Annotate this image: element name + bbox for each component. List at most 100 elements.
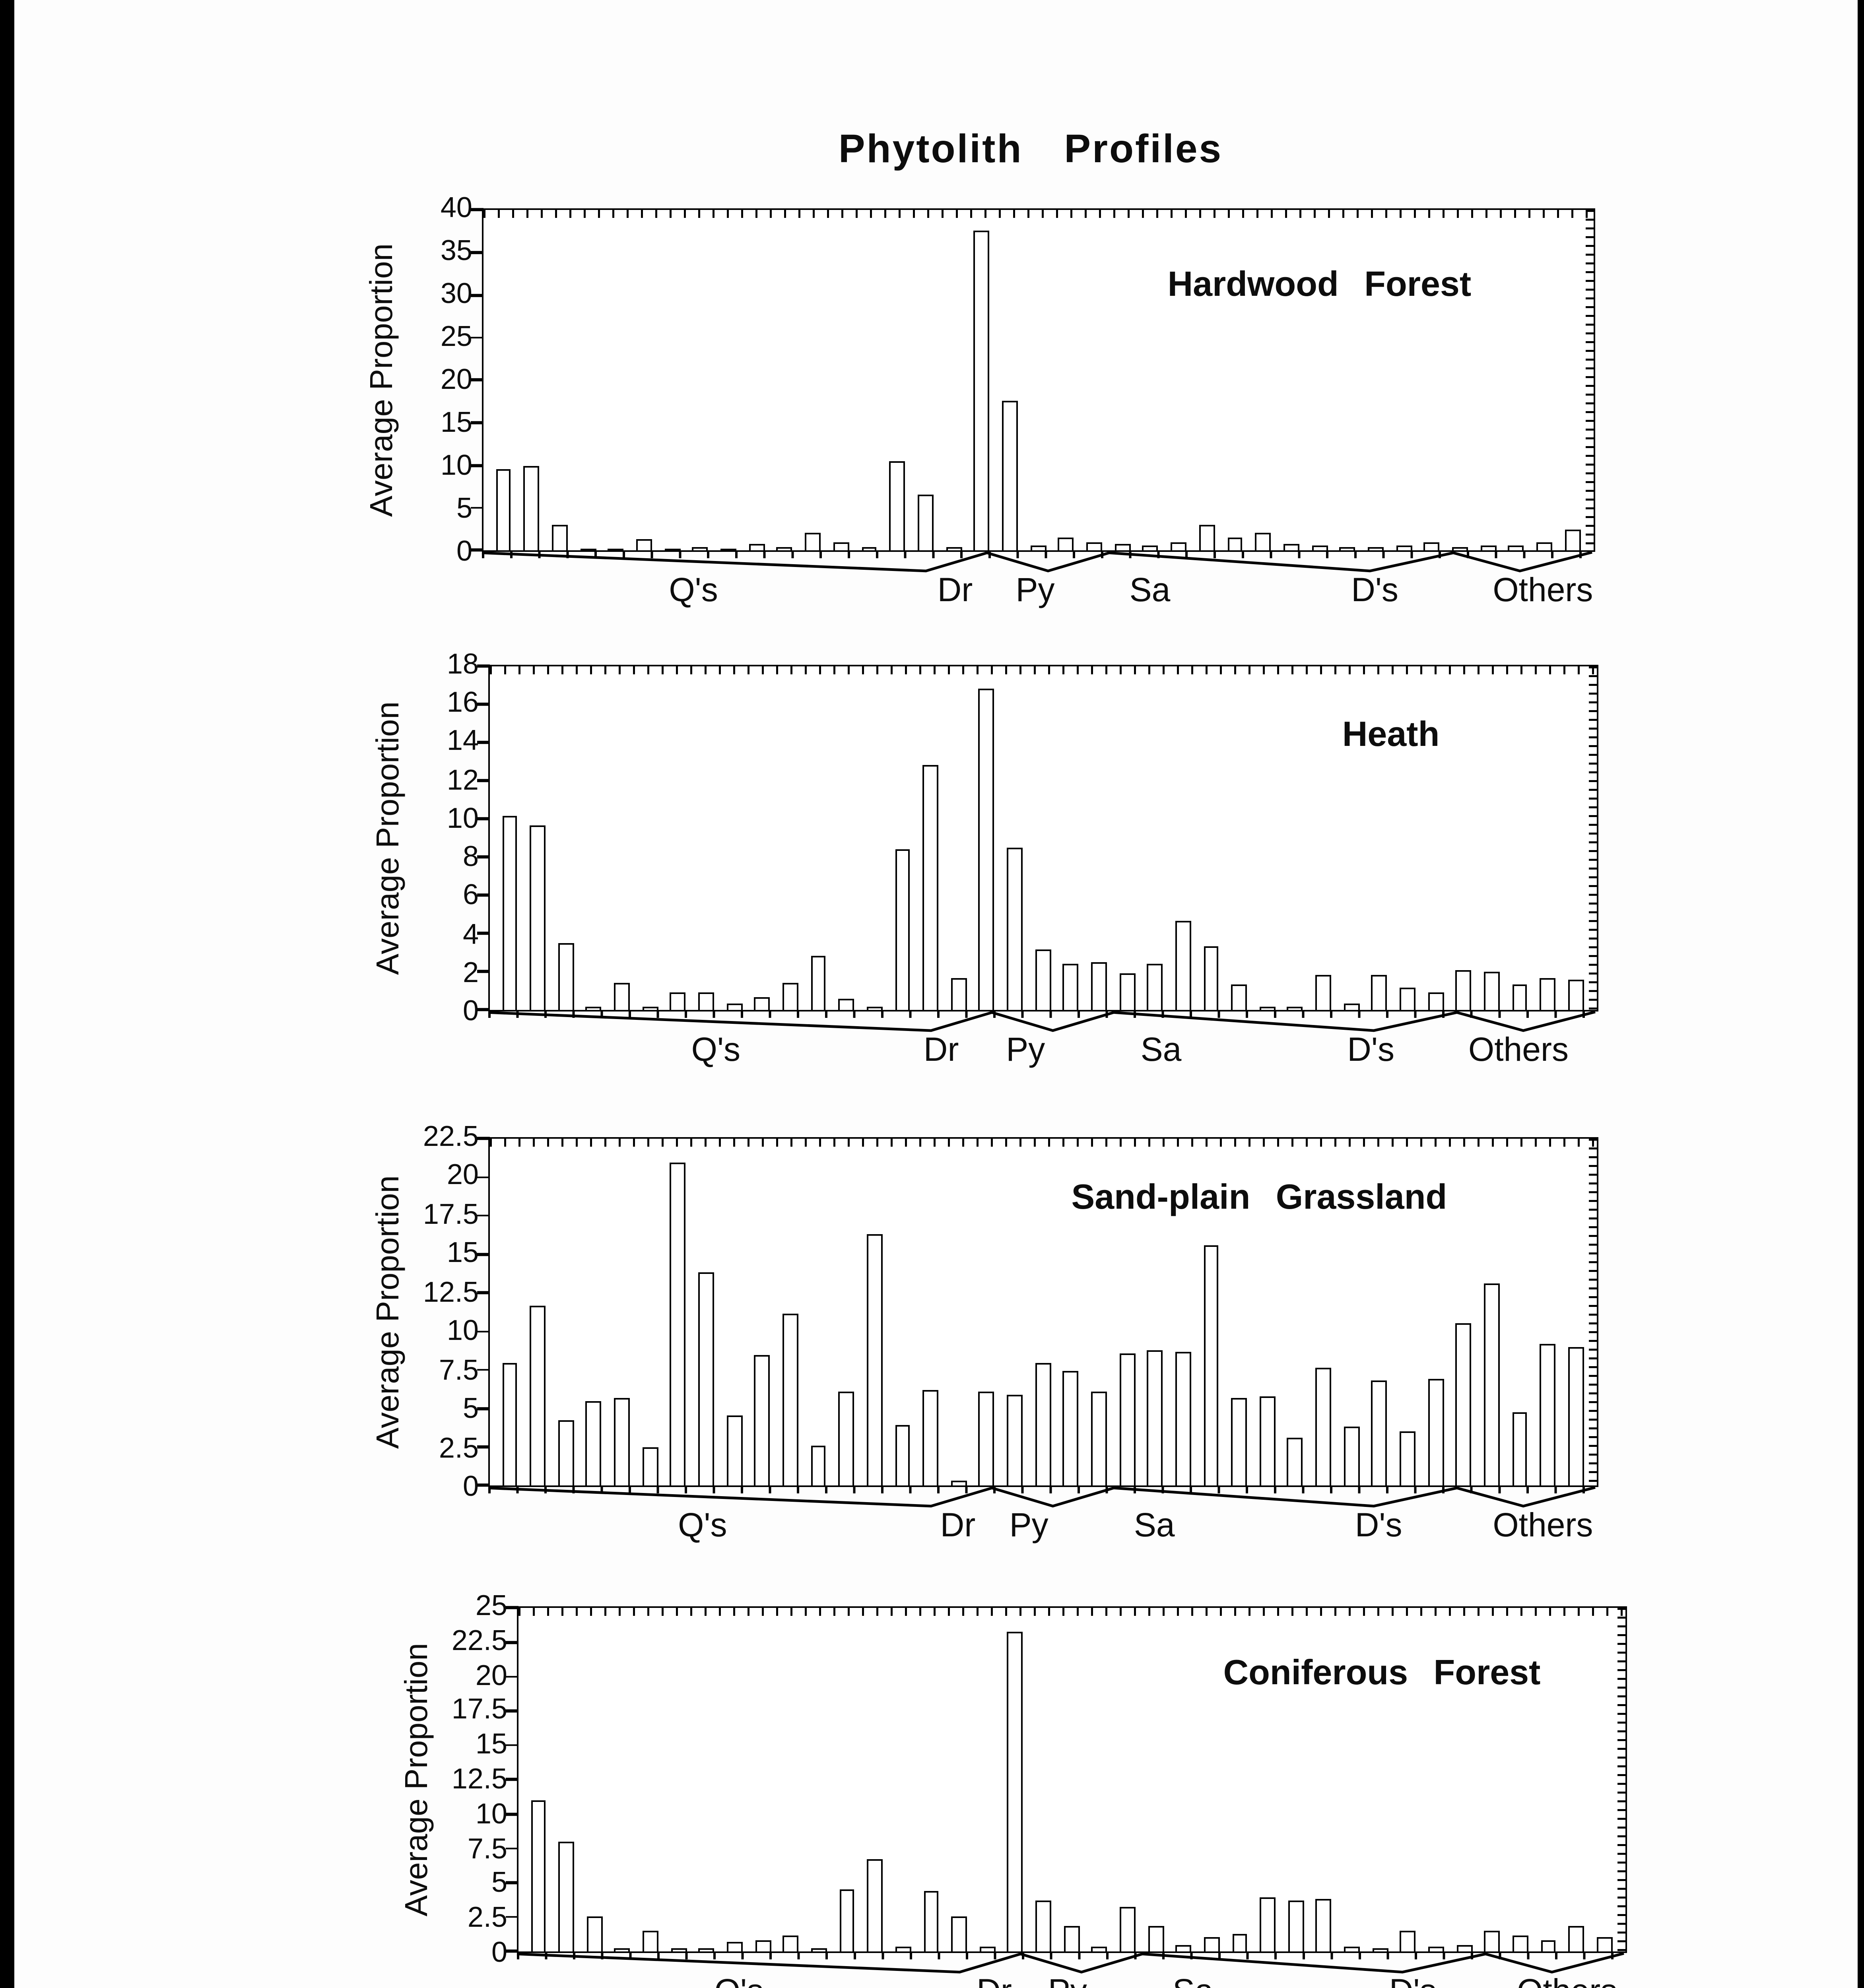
bar bbox=[1344, 1947, 1360, 1951]
bar bbox=[586, 1400, 602, 1485]
y-tick-label: 15 bbox=[440, 406, 472, 438]
y-tick-label: 20 bbox=[475, 1659, 507, 1691]
bar bbox=[974, 231, 990, 550]
y-tick-label: 12.5 bbox=[423, 1276, 479, 1308]
y-axis-ticks: 0 5 10 15 20 25 30 35 40 bbox=[409, 192, 482, 567]
bar bbox=[1030, 546, 1046, 550]
bar bbox=[614, 983, 630, 1010]
x-group-label: Dr bbox=[940, 1508, 976, 1544]
bar bbox=[1231, 985, 1247, 1010]
y-tick-label: 7.5 bbox=[439, 1353, 479, 1386]
bar bbox=[642, 1006, 658, 1010]
bar bbox=[867, 1859, 883, 1951]
bar bbox=[922, 1390, 939, 1485]
x-group-label: D's bbox=[1389, 1974, 1437, 1988]
bar bbox=[1035, 949, 1051, 1010]
y-tick-label: 20 bbox=[440, 363, 472, 395]
bar bbox=[754, 1354, 770, 1485]
y-tick-mark bbox=[477, 1445, 490, 1448]
y-tick-label: 2.5 bbox=[439, 1431, 479, 1464]
bar bbox=[1203, 1245, 1219, 1485]
bar bbox=[1568, 1347, 1584, 1485]
bar bbox=[979, 1391, 995, 1485]
y-axis-label-wrap: Average Proportion bbox=[358, 208, 409, 552]
y-tick-mark bbox=[506, 1675, 518, 1678]
bar bbox=[1119, 1353, 1135, 1485]
bar bbox=[1283, 544, 1299, 550]
bar bbox=[1540, 1343, 1556, 1485]
x-group-label: Q's bbox=[715, 1974, 763, 1988]
bar bbox=[580, 548, 596, 550]
y-tick-mark bbox=[506, 1710, 518, 1712]
y-tick-mark bbox=[477, 779, 490, 782]
bar bbox=[1368, 547, 1384, 550]
bar bbox=[1316, 1899, 1332, 1951]
bar bbox=[838, 1391, 854, 1485]
bar bbox=[1483, 972, 1500, 1010]
bar bbox=[1255, 533, 1271, 550]
x-group-label: Py bbox=[1006, 1032, 1045, 1069]
x-axis-zigzag bbox=[516, 1952, 1624, 1974]
y-tick-mark bbox=[477, 1214, 490, 1217]
bar bbox=[670, 1949, 687, 1951]
y-tick-mark bbox=[477, 970, 490, 973]
y-tick-mark bbox=[506, 1881, 518, 1884]
chart-hardwood-forest: Average Proportion 0 5 10 15 20 25 30 35 40 Hard… bbox=[358, 192, 1595, 609]
bar bbox=[810, 1445, 826, 1485]
y-axis-label-wrap: Average Proportion bbox=[364, 1137, 415, 1487]
bar bbox=[1204, 1938, 1220, 1951]
bar bbox=[1427, 992, 1444, 1010]
bar bbox=[866, 1006, 882, 1010]
y-tick-mark bbox=[506, 1606, 518, 1609]
y-tick-label: 17.5 bbox=[423, 1198, 479, 1230]
bar bbox=[1424, 542, 1440, 550]
bar bbox=[1452, 547, 1468, 550]
y-tick-label: 15 bbox=[447, 1237, 479, 1269]
bar bbox=[1540, 977, 1556, 1010]
y-tick-mark bbox=[477, 665, 490, 668]
y-tick-label: 6 bbox=[462, 879, 479, 911]
bar bbox=[1259, 1396, 1275, 1485]
bar bbox=[1340, 547, 1355, 550]
x-group-label: Dr bbox=[937, 573, 973, 609]
bar bbox=[1007, 1631, 1023, 1951]
y-tick-label: 35 bbox=[440, 235, 472, 266]
y-tick-mark bbox=[506, 1778, 518, 1781]
x-group-label: Dr bbox=[977, 1974, 1012, 1988]
bar bbox=[495, 469, 511, 550]
bar bbox=[608, 548, 624, 550]
chart-heath: Average Proportion 0 2 4 6 8 10 12 14 16 18 Heath… bbox=[364, 648, 1598, 1069]
plot-area: Heath Q's Dr Py Sa D's Others bbox=[477, 665, 1598, 1069]
y-tick-mark bbox=[477, 1253, 490, 1256]
bar bbox=[1540, 1940, 1556, 1951]
bar bbox=[698, 1273, 714, 1485]
x-group-labels: Q's Dr Py Sa D's Others bbox=[517, 1974, 1627, 1988]
bar bbox=[1091, 1391, 1107, 1485]
y-tick-mark bbox=[471, 549, 483, 552]
x-group-label: Others bbox=[1517, 1974, 1617, 1988]
scan-edge-left bbox=[0, 0, 14, 1988]
y-tick-label: 22.5 bbox=[423, 1120, 479, 1152]
bar bbox=[502, 815, 518, 1010]
plot-frame: Sand-plain Grassland bbox=[477, 1137, 1598, 1487]
bar bbox=[1119, 1907, 1136, 1951]
x-group-label: Sa bbox=[1129, 573, 1171, 609]
bar bbox=[670, 1162, 686, 1485]
y-tick-label: 25 bbox=[440, 320, 472, 352]
bar bbox=[1175, 920, 1191, 1010]
bar bbox=[586, 1917, 602, 1951]
y-axis-ticks: 0 2.5 5 7.5 10 12.5 15 17.5 20 22.5 bbox=[415, 1120, 488, 1502]
bar bbox=[692, 547, 709, 550]
bar bbox=[1091, 1947, 1107, 1951]
bar bbox=[1400, 1431, 1415, 1485]
y-tick-mark bbox=[477, 1176, 490, 1179]
x-group-label: Others bbox=[1493, 1508, 1593, 1544]
x-group-label: Sa bbox=[1140, 1032, 1182, 1069]
x-group-labels: Q's Dr Py Sa D's Others bbox=[488, 1032, 1598, 1077]
bar bbox=[782, 983, 798, 1010]
bar bbox=[1371, 975, 1388, 1010]
y-tick-mark bbox=[477, 932, 490, 935]
y-tick-mark bbox=[477, 856, 490, 859]
bars-layer bbox=[518, 1608, 1625, 1951]
bar bbox=[1148, 1925, 1163, 1951]
